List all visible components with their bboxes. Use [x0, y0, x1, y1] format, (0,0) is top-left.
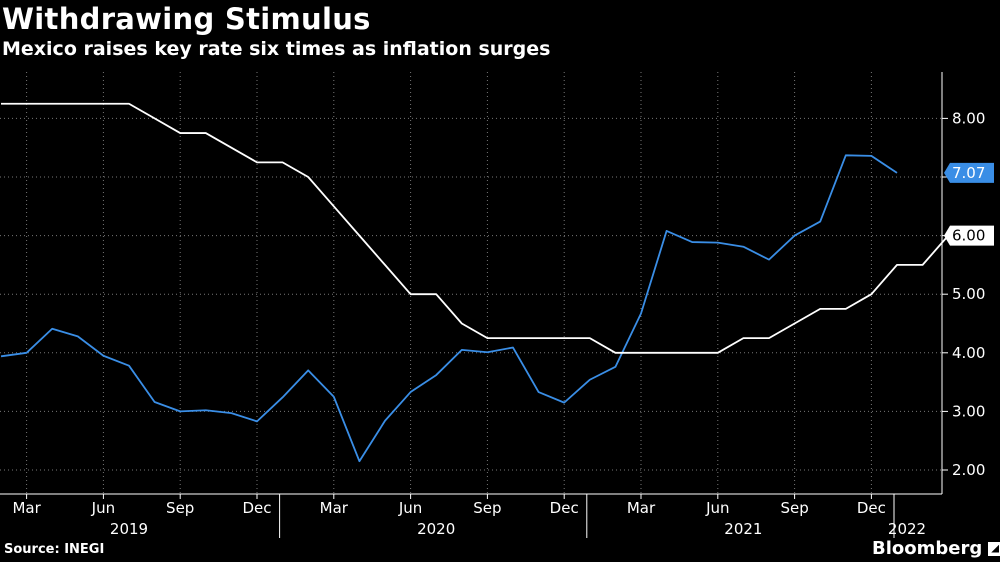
x-tick-label: Sep [166, 499, 194, 517]
inflation-line [0, 154, 898, 463]
chart-subtitle: Mexico raises key rate six times as infl… [2, 38, 551, 60]
x-tick-label: Jun [398, 499, 422, 517]
year-label: 2020 [417, 520, 455, 538]
year-label: 2021 [724, 520, 762, 538]
logo-text: Bloomberg [872, 538, 983, 559]
y-tick-label: 5.00 [952, 285, 985, 303]
series-lines [0, 102, 949, 463]
x-tick-label: Dec [242, 499, 271, 517]
x-tick-label: Sep [473, 499, 501, 517]
x-tick-label: Mar [12, 499, 41, 517]
year-label: 2022 [888, 520, 926, 538]
flag-background [944, 162, 994, 183]
logo-mark-icon [988, 541, 1000, 556]
x-tick-label: Jun [91, 499, 115, 517]
rate-line [1, 102, 949, 354]
flag-background [944, 225, 994, 246]
y-tick-label: 4.00 [952, 344, 985, 362]
y-tick-label: 2.00 [952, 461, 985, 479]
y-tick-label: 3.00 [952, 402, 985, 420]
y-tick-label: 8.00 [952, 109, 985, 127]
inflation-value-flag: 7.07 [944, 162, 994, 183]
source-note: Source: INEGI [4, 542, 105, 557]
x-tick-label: Mar [320, 499, 349, 517]
x-tick-label: Jun [705, 499, 729, 517]
x-tick-label: Sep [780, 499, 808, 517]
grid-lines [0, 72, 942, 494]
year-label: 2019 [110, 520, 148, 538]
x-tick-label: Mar [627, 499, 656, 517]
rate-value-flag: 6.00 [944, 225, 994, 246]
flag-label: 7.07 [952, 164, 985, 182]
tick-labels: 2.003.004.005.006.007.008.00MarJunSepDec… [12, 109, 994, 538]
axes [0, 72, 948, 538]
x-tick-label: Dec [857, 499, 886, 517]
chart-title: Withdrawing Stimulus [2, 2, 371, 36]
flag-label: 6.00 [952, 227, 985, 245]
bloomberg-logo: Bloomberg [872, 538, 1000, 559]
x-tick-label: Dec [550, 499, 579, 517]
